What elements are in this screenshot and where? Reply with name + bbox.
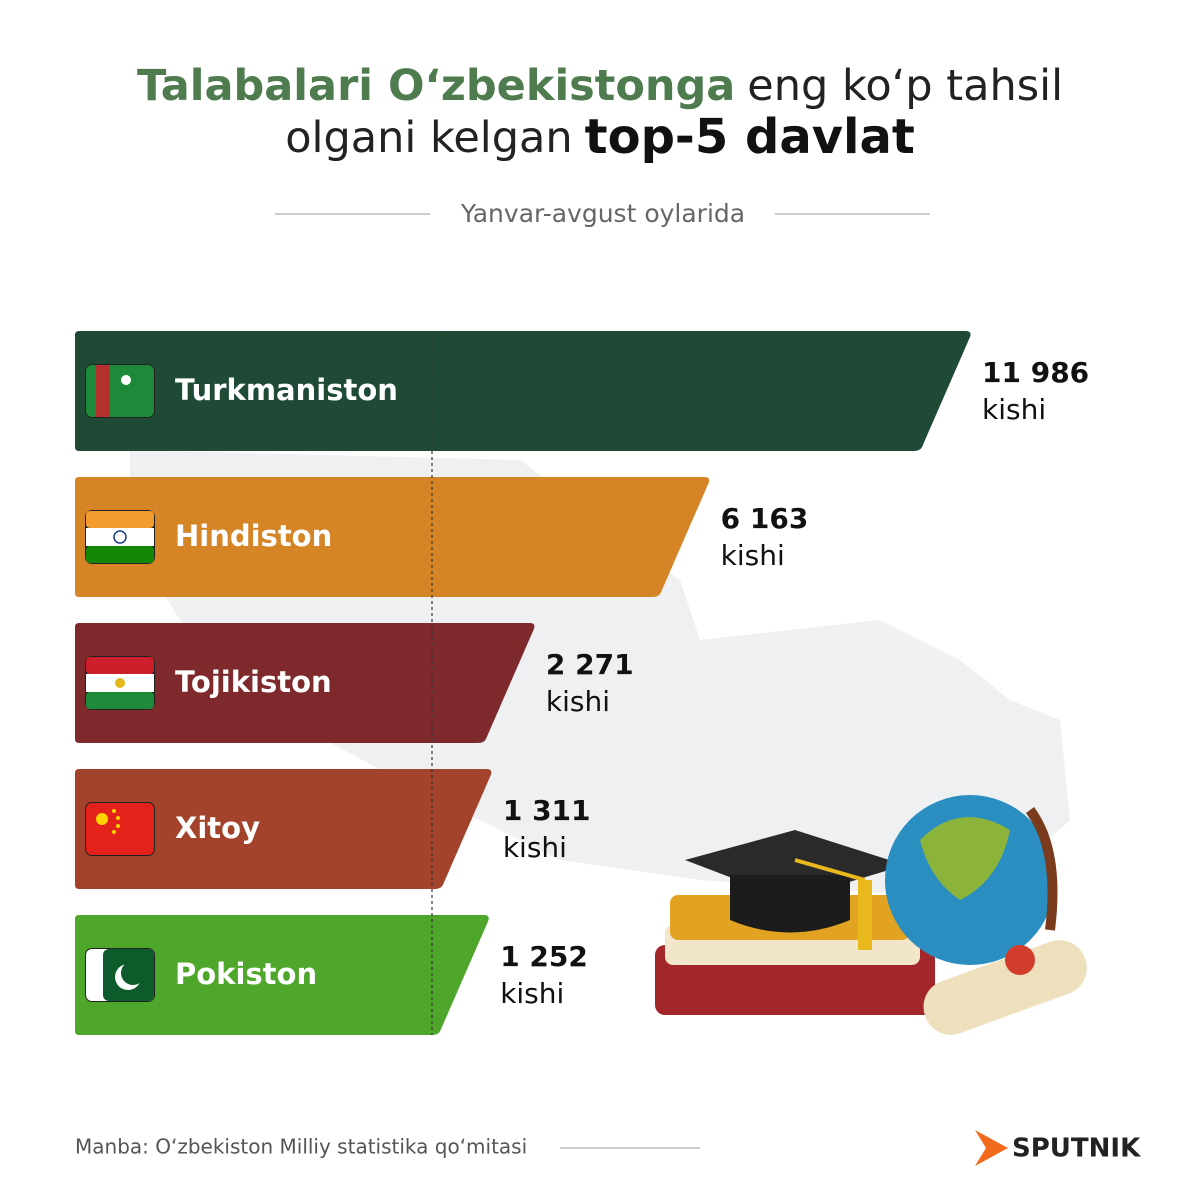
- unit-label: kishi: [500, 977, 564, 1010]
- subtitle: Yanvar-avgust oylarida: [460, 199, 745, 228]
- title-line: Talabalari O‘zbekistonga eng ko‘p tahsil: [137, 61, 1063, 111]
- flag: [121, 375, 131, 385]
- category-label: Xitoy: [175, 811, 260, 845]
- flag: [96, 365, 110, 417]
- value-label: 1 252: [500, 940, 588, 973]
- bar: [75, 769, 492, 889]
- title-part: eng ko‘p tahsil: [747, 61, 1063, 111]
- flag: [86, 511, 154, 528]
- flag: [86, 657, 154, 674]
- category-label: Hindiston: [175, 519, 332, 553]
- flag: [86, 528, 154, 546]
- category-label: Turkmaniston: [175, 373, 398, 407]
- unit-label: kishi: [546, 685, 610, 718]
- flag: [86, 803, 154, 855]
- flag: [85, 364, 155, 418]
- flag: [116, 816, 120, 820]
- unit-label: kishi: [503, 831, 567, 864]
- source: Manba: O‘zbekiston Milliy statistika qo‘…: [75, 1135, 527, 1159]
- flag: [85, 948, 155, 1002]
- category-label: Pokiston: [175, 957, 317, 991]
- flag: [86, 546, 154, 563]
- flag: [121, 961, 145, 985]
- brand-logo: [975, 1130, 1008, 1166]
- bar: [75, 623, 535, 743]
- unit-label: kishi: [721, 539, 785, 572]
- flag: [116, 824, 120, 828]
- category-label: Tojikiston: [175, 665, 332, 699]
- value-label: 6 163: [721, 502, 809, 535]
- flag: [85, 510, 155, 564]
- brand: SPUTNIK: [1012, 1134, 1141, 1164]
- bar: [75, 915, 489, 1035]
- title-part: top-5 davlat: [585, 109, 915, 165]
- flag: [86, 692, 154, 709]
- flag: [85, 656, 155, 710]
- flag: [112, 830, 116, 834]
- value-label: 2 271: [546, 648, 634, 681]
- bars: Turkmaniston 11 986 kishi Hindiston 6 163 kis…: [75, 331, 1089, 1035]
- value-label: 1 311: [503, 794, 591, 827]
- flag: [96, 813, 108, 825]
- flag: [113, 530, 127, 544]
- title-part: Talabalari O‘zbekistonga: [137, 61, 735, 111]
- bar: [75, 477, 710, 597]
- unit-label: kishi: [982, 393, 1046, 426]
- illustration: [655, 795, 1087, 1035]
- title-line: olgani kelgan top-5 davlat: [285, 109, 915, 165]
- flag: [85, 802, 155, 856]
- flag: [112, 809, 116, 813]
- value-label: 11 986: [982, 356, 1089, 389]
- bar: [75, 331, 971, 451]
- flag: [115, 678, 125, 688]
- title-part: olgani kelgan: [285, 113, 572, 163]
